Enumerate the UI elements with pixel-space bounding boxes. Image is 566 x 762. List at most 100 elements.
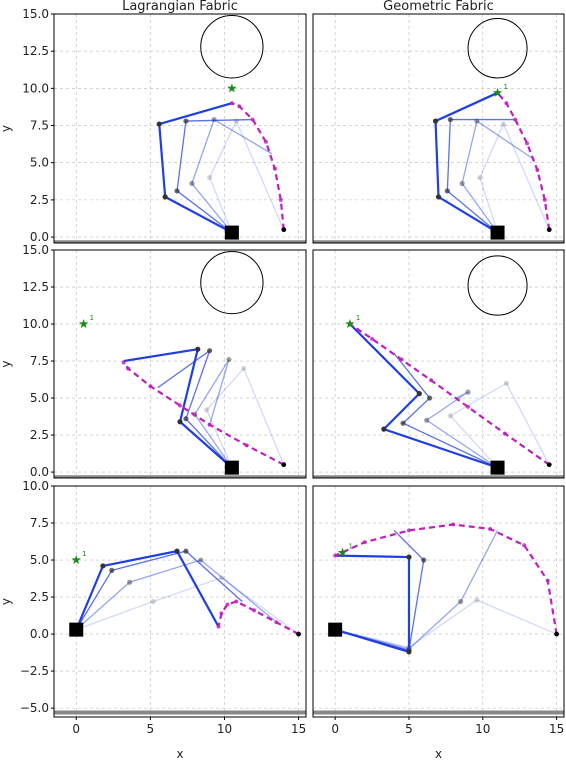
- joint-marker: [424, 417, 430, 423]
- x-tick-label: 5: [405, 722, 413, 736]
- start-point: [281, 462, 287, 468]
- y-tick-label: 7.5: [30, 516, 49, 530]
- joint-marker: [218, 575, 225, 581]
- trajectory-point: [229, 101, 234, 106]
- joint-marker: [500, 121, 507, 127]
- goal-label: 1: [356, 314, 360, 322]
- goal-star: [337, 547, 348, 557]
- y-tick-label: 2.5: [30, 590, 49, 604]
- trajectory-line: [334, 523, 558, 635]
- joint-marker: [100, 563, 106, 569]
- joint-marker: [427, 395, 433, 401]
- y-tick-label: 0.0: [30, 465, 49, 479]
- joint-marker: [447, 413, 453, 419]
- arm-snapshot: [158, 102, 233, 234]
- trajectory-point: [244, 443, 249, 448]
- trajectory-point: [451, 522, 456, 527]
- trajectory-point: [178, 403, 182, 408]
- joint-marker: [444, 188, 450, 194]
- x-tick-label: 10: [217, 722, 232, 736]
- joint-marker: [183, 416, 189, 422]
- panel-4: 1 −5.0 −2.5 0.0 2.5 5.0 7.5 10.0 y 0 5 10 15 x: [0, 479, 307, 761]
- trajectory-point: [525, 141, 530, 146]
- trajectory-point: [545, 578, 550, 583]
- obstacle-circle: [200, 250, 264, 315]
- panel-frame: [312, 249, 565, 479]
- trajectory-point: [207, 422, 212, 427]
- panel-frame: [312, 13, 565, 244]
- trajectory-point: [542, 197, 547, 202]
- arm-snapshot: [191, 118, 273, 234]
- trajectory-point: [274, 620, 279, 625]
- panel-2: 10.02.55.07.510.012.515.0y: [0, 243, 307, 479]
- plot-area: 1: [313, 486, 564, 717]
- panel-1: 1: [312, 13, 565, 244]
- arm-snapshot: [334, 530, 499, 650]
- x-tick-label: 5: [147, 722, 155, 736]
- y-tick-label: 2.5: [30, 428, 49, 442]
- start-point: [296, 631, 301, 637]
- obstacle-circle: [200, 14, 264, 79]
- y-tick-label: 15.0: [22, 7, 49, 21]
- arm-snapshot: [349, 323, 498, 469]
- obstacle-circle: [467, 255, 528, 316]
- robot-base: [490, 460, 505, 475]
- joint-marker: [174, 548, 180, 554]
- goal-star: [492, 87, 503, 97]
- joint-marker: [458, 598, 464, 605]
- arm-snapshot: [75, 550, 243, 630]
- y-tick-label: 5.0: [30, 391, 49, 405]
- y-axis-label: y: [0, 125, 13, 132]
- plot-area: 1: [313, 250, 564, 478]
- y-tick-label: 2.5: [30, 193, 49, 207]
- y-tick-label: 10.0: [22, 317, 49, 331]
- joint-marker: [406, 554, 412, 560]
- trajectory-point: [406, 528, 411, 533]
- column-title: Lagrangian Fabric: [122, 0, 238, 14]
- x-tick-label: 15: [549, 722, 564, 736]
- y-tick-label: 7.5: [30, 119, 49, 133]
- joint-marker: [207, 348, 213, 354]
- goal-star: [78, 319, 89, 329]
- trajectory-point: [399, 357, 404, 362]
- start-point: [554, 631, 560, 637]
- joint-marker: [127, 579, 133, 585]
- trajectory-line: [122, 361, 285, 466]
- trajectory-point: [252, 608, 257, 613]
- trajectory-point: [225, 602, 230, 607]
- robot-base: [224, 225, 239, 240]
- arm-snapshot: [194, 359, 233, 469]
- joint-marker: [241, 365, 247, 372]
- joint-marker: [435, 194, 442, 200]
- trajectory-point: [216, 624, 221, 629]
- trajectory-point: [126, 366, 131, 371]
- panel-frame: [53, 249, 307, 479]
- arm-snapshot: [76, 577, 299, 635]
- trajectory-point: [513, 117, 518, 122]
- trajectory-point: [234, 599, 239, 604]
- y-tick-label: 10.0: [22, 81, 49, 95]
- trajectory-point: [278, 197, 283, 202]
- arm-snapshot: [446, 118, 517, 234]
- y-tick-label: 12.5: [22, 44, 49, 58]
- joint-marker: [432, 118, 439, 124]
- y-tick-label: 5.0: [30, 553, 49, 567]
- panel-3: 1: [312, 249, 565, 479]
- y-tick-label: 0.0: [30, 230, 49, 244]
- x-tick-label: 0: [331, 722, 339, 736]
- y-tick-label: 5.0: [30, 156, 49, 170]
- trajectory-point: [535, 168, 540, 173]
- panel-frame: [53, 13, 307, 244]
- joint-marker: [183, 548, 189, 554]
- arm-snapshot: [123, 347, 233, 469]
- trajectory-line: [496, 92, 551, 230]
- joint-marker: [162, 194, 168, 200]
- y-tick-label: 7.5: [30, 354, 49, 368]
- trajectory-point: [219, 611, 224, 616]
- joint-marker: [416, 391, 422, 397]
- joint-marker: [474, 597, 480, 603]
- joint-marker: [226, 356, 232, 363]
- goal-label: 1: [90, 314, 94, 322]
- y-tick-label: 0.0: [30, 627, 49, 641]
- arm-snapshot: [334, 599, 557, 649]
